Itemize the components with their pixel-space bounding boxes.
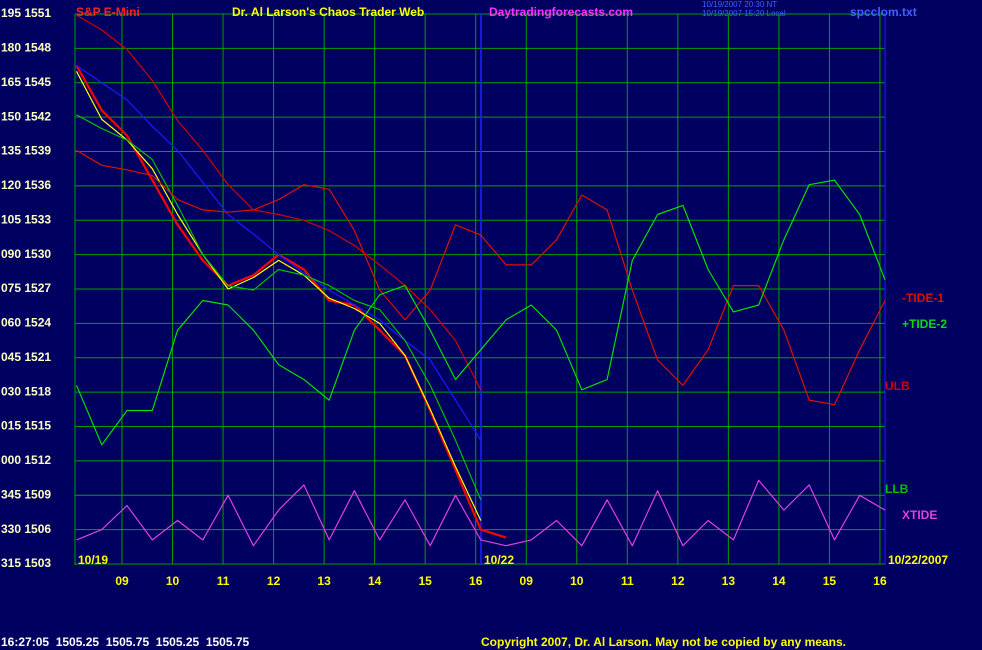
series-line xyxy=(75,65,507,539)
x-tick-label: 10 xyxy=(570,574,584,588)
x-tick-label: 15 xyxy=(418,574,432,588)
x-tick-label: 09 xyxy=(520,574,534,588)
series-label: +TIDE-2 xyxy=(902,317,947,331)
y-tick-label: 030 1518 xyxy=(1,384,51,398)
x-tick-label: 13 xyxy=(722,574,736,588)
series-label: LLB xyxy=(885,482,909,496)
series-line xyxy=(75,71,482,521)
x-tick-label: 11 xyxy=(217,574,230,588)
y-tick-label: 060 1524 xyxy=(1,316,51,330)
y-tick-label: 195 1551 xyxy=(1,6,51,20)
x-tick-label: 15 xyxy=(823,574,837,588)
y-tick-label: 330 1506 xyxy=(1,522,51,536)
x-tick-label: 13 xyxy=(317,574,331,588)
x-tick-label: 11 xyxy=(621,574,634,588)
y-tick-label: 165 1545 xyxy=(1,75,51,89)
y-tick-label: 090 1530 xyxy=(1,247,51,261)
series-line xyxy=(75,179,886,446)
x-tick-label: 12 xyxy=(267,574,281,588)
timestamp: 10/19/2007 15:20 Local xyxy=(702,9,786,18)
date-label: 10/19 xyxy=(78,553,108,567)
y-tick-label: 105 1533 xyxy=(1,212,51,226)
y-tick-label: 150 1542 xyxy=(1,109,51,123)
y-tick-label: 180 1548 xyxy=(1,41,51,55)
quote: 16:27:05 1505.25 1505.75 1505.25 1505.75 xyxy=(1,635,250,649)
website: Daytradingforecasts.com xyxy=(489,5,633,19)
series-label: XTIDE xyxy=(902,508,937,522)
x-tick-label: 14 xyxy=(772,574,786,588)
series-line xyxy=(76,479,886,547)
series-label: ULB xyxy=(885,379,910,393)
x-tick-label: 16 xyxy=(873,574,887,588)
x-tick-label: 16 xyxy=(469,574,483,588)
y-tick-label: 120 1536 xyxy=(1,178,51,192)
series-line xyxy=(76,65,482,441)
y-tick-label: 345 1509 xyxy=(1,487,51,501)
date-label: 10/22/2007 xyxy=(888,553,948,567)
x-tick-label: 14 xyxy=(368,574,382,588)
timestamp: 10/19/2007 20:30 NT xyxy=(702,0,777,9)
x-tick-label: 10 xyxy=(166,574,180,588)
date-label: 10/22 xyxy=(484,553,514,567)
y-tick-label: 315 1503 xyxy=(1,556,51,570)
y-tick-label: 135 1539 xyxy=(1,144,51,158)
series-line xyxy=(76,149,886,406)
x-tick-label: 12 xyxy=(671,574,685,588)
copyright: Copyright 2007, Dr. Al Larson. May not b… xyxy=(481,635,846,649)
series-label: -TIDE-1 xyxy=(902,291,944,305)
file-name: spcclom.txt xyxy=(850,5,917,19)
y-tick-label: 015 1515 xyxy=(1,419,51,433)
y-tick-label: 000 1512 xyxy=(1,453,51,467)
symbol: S&P E-Mini xyxy=(76,5,140,19)
y-tick-label: 075 1527 xyxy=(1,281,51,295)
series-line xyxy=(76,114,482,501)
chart-title: Dr. Al Larson's Chaos Trader Web xyxy=(232,5,424,19)
series-line xyxy=(76,14,482,391)
y-tick-label: 045 1521 xyxy=(1,350,51,364)
x-tick-label: 09 xyxy=(115,574,129,588)
